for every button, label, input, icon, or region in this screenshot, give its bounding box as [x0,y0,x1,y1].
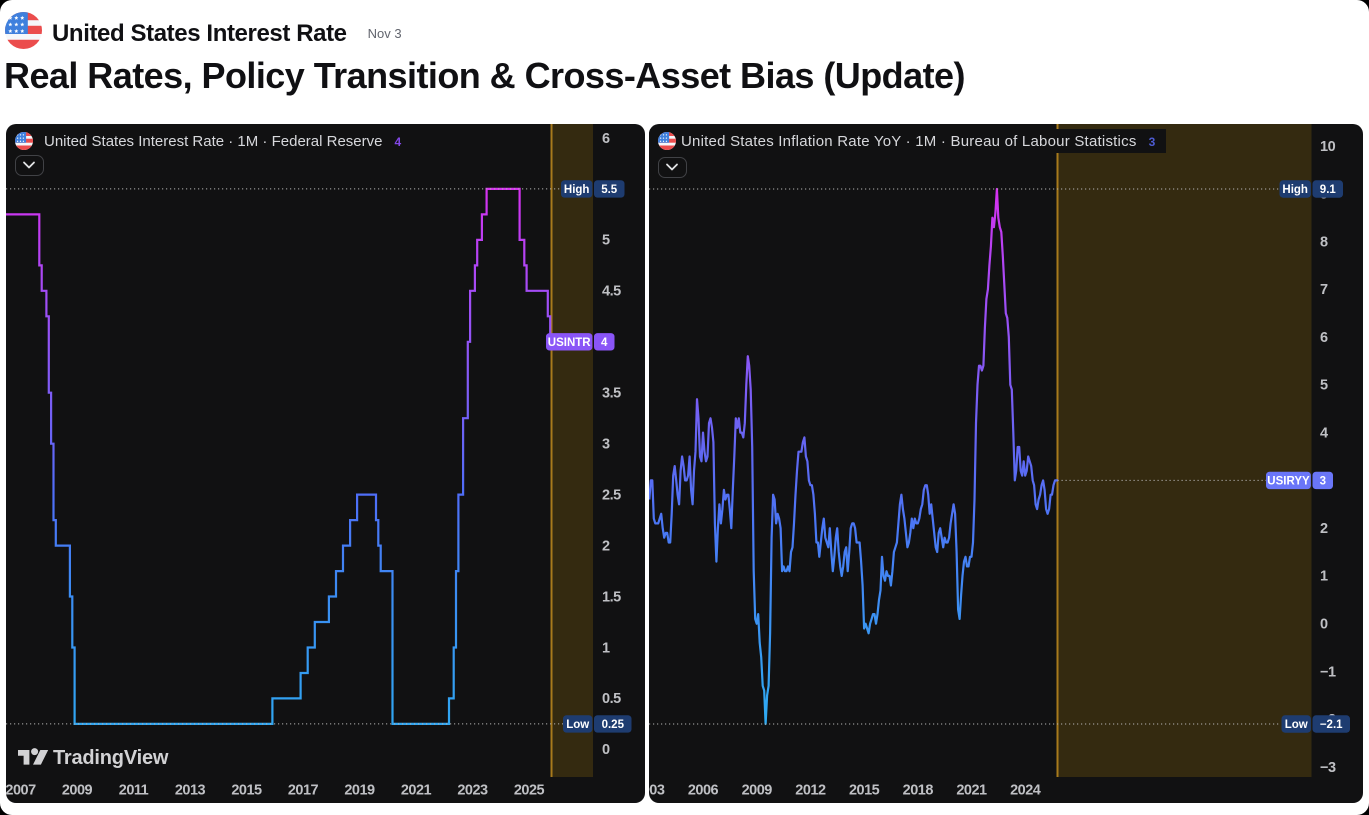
svg-text:6: 6 [1320,330,1328,346]
svg-text:High: High [1282,184,1308,196]
svg-text:2015: 2015 [849,782,880,798]
svg-text:3.5: 3.5 [602,386,621,402]
svg-text:0.5: 0.5 [602,691,621,707]
svg-text:5: 5 [1320,378,1328,394]
svg-text:2025: 2025 [514,782,545,798]
svg-text:Low: Low [566,719,589,731]
svg-text:0.25: 0.25 [602,719,625,731]
svg-text:5.5: 5.5 [601,184,618,196]
svg-text:2: 2 [1320,521,1328,537]
svg-text:2.5: 2.5 [602,487,621,503]
svg-text:2012: 2012 [795,782,826,798]
svg-text:−1: −1 [1320,664,1336,680]
svg-text:7: 7 [1320,282,1328,298]
svg-text:2009: 2009 [62,782,93,798]
svg-text:2003: 2003 [649,782,665,798]
svg-text:2017: 2017 [288,782,319,798]
svg-text:2019: 2019 [344,782,375,798]
svg-text:1: 1 [1320,569,1328,585]
svg-text:2: 2 [602,538,610,554]
svg-text:Low: Low [1285,719,1308,731]
svg-text:2013: 2013 [175,782,206,798]
svg-text:5: 5 [602,233,610,249]
svg-text:3: 3 [602,437,610,453]
svg-text:4: 4 [1320,425,1328,441]
svg-text:−2.1: −2.1 [1320,719,1343,731]
svg-text:6: 6 [602,131,610,147]
svg-text:0: 0 [602,742,610,758]
svg-text:4: 4 [601,337,608,349]
svg-text:9.1: 9.1 [1320,184,1337,196]
svg-text:4.5: 4.5 [602,284,621,300]
svg-text:−3: −3 [1320,760,1336,776]
svg-text:3: 3 [1320,476,1326,488]
svg-text:2006: 2006 [688,782,719,798]
svg-text:10: 10 [1320,139,1336,155]
svg-text:2021: 2021 [401,782,432,798]
svg-text:2023: 2023 [457,782,488,798]
svg-text:2024: 2024 [1010,782,1041,798]
svg-text:8: 8 [1320,234,1328,250]
svg-text:TradingView: TradingView [53,747,169,769]
svg-text:2007: 2007 [6,782,36,798]
svg-text:2015: 2015 [231,782,262,798]
svg-text:High: High [564,184,590,196]
svg-text:USIRYY: USIRYY [1267,476,1310,488]
svg-text:USINTR: USINTR [548,337,592,349]
svg-text:2011: 2011 [119,782,149,798]
svg-text:0: 0 [1320,617,1328,633]
svg-text:2021: 2021 [956,782,987,798]
svg-text:2009: 2009 [742,782,773,798]
svg-text:1: 1 [602,640,610,656]
svg-text:2018: 2018 [903,782,934,798]
svg-text:1.5: 1.5 [602,589,621,605]
